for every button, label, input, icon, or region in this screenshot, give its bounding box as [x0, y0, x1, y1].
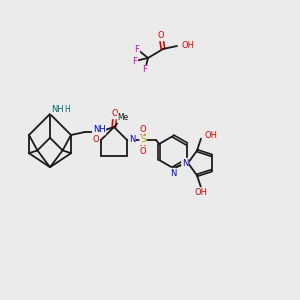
Text: F: F: [142, 65, 147, 74]
Text: N: N: [170, 169, 176, 178]
Text: OH: OH: [194, 188, 208, 197]
Text: NH: NH: [51, 104, 63, 113]
Text: O: O: [140, 146, 146, 155]
Text: H: H: [64, 104, 70, 113]
Text: F: F: [133, 56, 137, 65]
Text: N: N: [129, 136, 135, 145]
Text: O: O: [93, 136, 99, 145]
Text: N: N: [182, 158, 188, 167]
Text: F: F: [135, 44, 140, 53]
Text: S: S: [140, 136, 146, 145]
Text: OH: OH: [181, 41, 194, 50]
Text: O: O: [158, 32, 164, 40]
Text: OH: OH: [205, 131, 218, 140]
Text: Me: Me: [117, 113, 129, 122]
Text: O: O: [140, 124, 146, 134]
Text: O: O: [112, 110, 118, 118]
Text: NH: NH: [93, 125, 105, 134]
